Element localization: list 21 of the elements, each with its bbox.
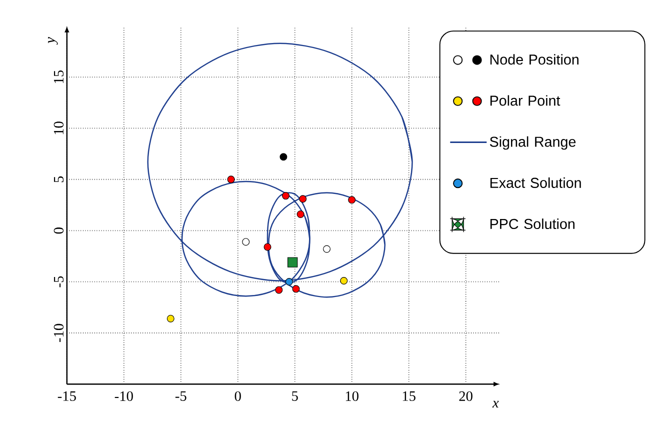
legend-label: Polar Point [490,94,560,106]
legend-label: Exact Solution [490,177,581,188]
x-axis-title: x [492,400,499,408]
legend-label: PPC Solution [490,218,574,229]
y-tick-label: 5 [54,176,64,182]
x-tick-label: 0 [234,391,241,401]
x-tick-label: 20 [459,391,472,401]
y-tick-label: 10 [54,121,64,134]
y-tick-label: 15 [54,70,64,83]
x-tick-label: 5 [292,391,298,401]
x-tick-label: 10 [346,391,358,401]
legend-label: Node Position [490,54,578,64]
x-tick-label: -5 [175,391,186,401]
x-tick-label: -10 [114,391,133,401]
x-tick-label: 15 [402,391,416,401]
x-tick-label: -15 [58,391,76,401]
y-tick-label: 0 [54,227,64,234]
y-tick-label: -10 [54,324,64,342]
y-tick-label: -5 [54,276,64,287]
y-axis-title: y [48,36,58,44]
legend-label: Signal Range [490,136,576,150]
